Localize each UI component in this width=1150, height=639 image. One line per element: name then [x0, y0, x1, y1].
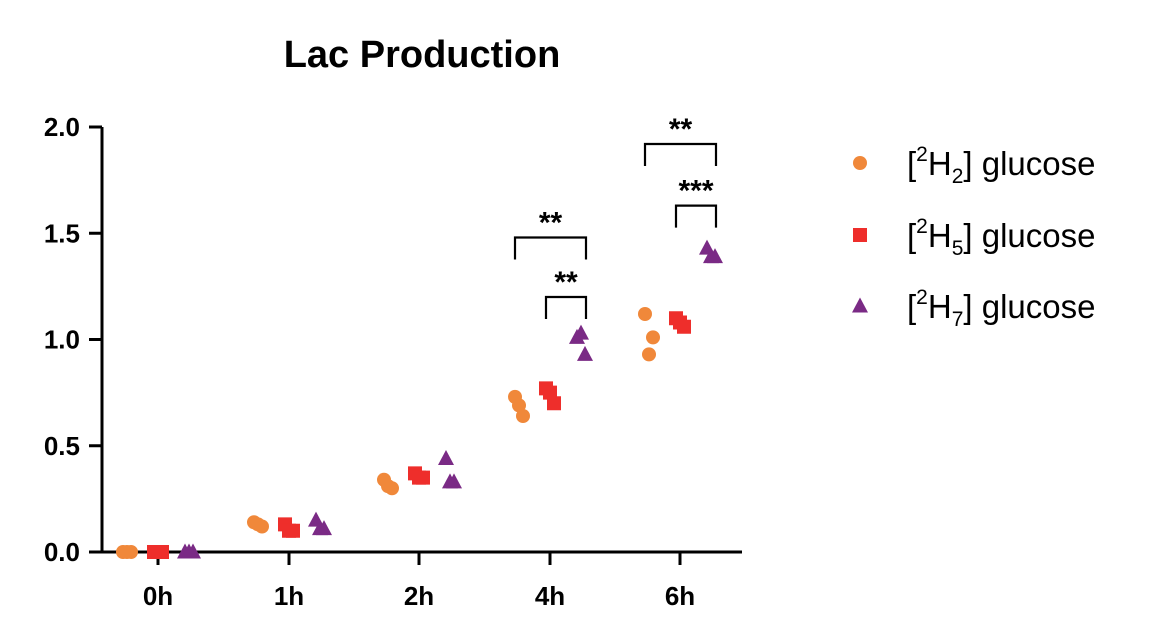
data-point	[516, 409, 530, 423]
legend-label-part: H	[928, 288, 952, 325]
data-point	[703, 248, 719, 264]
data-point	[577, 345, 593, 361]
legend-label-subscript: 2	[952, 165, 964, 188]
data-point	[312, 520, 328, 536]
legend-label-part: H	[928, 217, 952, 254]
x-tick-label: 6h	[665, 581, 695, 611]
significance-label: **	[554, 266, 578, 299]
legend-label-part: [	[907, 145, 916, 182]
data-point	[120, 545, 134, 559]
significance-bracket	[544, 295, 588, 319]
legend-label-subscript: 7	[952, 308, 964, 331]
significance-label: ***	[678, 175, 713, 208]
legend-label-superscript: 2	[916, 215, 928, 238]
legend-label-superscript: 2	[916, 286, 928, 309]
data-point	[673, 315, 687, 330]
y-tick-label: 0.0	[44, 537, 80, 567]
data-point	[438, 450, 454, 465]
legend-marker	[852, 297, 868, 313]
y-tick-label: 1.5	[44, 218, 80, 248]
significance-brackets: *********	[513, 113, 718, 319]
significance-bracket	[643, 142, 718, 166]
legend-label-part: [	[907, 288, 916, 325]
x-tick-label: 4h	[535, 581, 565, 611]
y-tick-label: 0.5	[44, 431, 80, 461]
data-point	[181, 543, 197, 559]
legend-label: [2H2] glucose	[907, 143, 1095, 188]
data-point	[442, 473, 458, 489]
data-point	[573, 324, 589, 340]
data-points	[116, 239, 723, 559]
data-point	[638, 307, 652, 321]
legend-label-part: ] glucose	[963, 145, 1095, 182]
data-point	[381, 479, 395, 494]
legend-label-part: ] glucose	[963, 217, 1095, 254]
significance-label: **	[539, 207, 563, 240]
chart-title: Lac Production	[284, 34, 561, 76]
data-point	[547, 396, 561, 411]
legend-label-part: ] glucose	[963, 288, 1095, 325]
x-tick-label: 0h	[143, 581, 173, 611]
x-tick-label: 2h	[404, 581, 434, 611]
axes: 0.0 0.5 1.0 1.5 2.0 0h 1h 2h 4h 6h	[44, 112, 742, 611]
significance-label: **	[669, 113, 693, 146]
legend-label-part: H	[928, 145, 952, 182]
data-point	[151, 545, 165, 559]
significance-bracket	[513, 236, 588, 260]
data-point	[282, 523, 296, 538]
legend-label: [2H7] glucose	[907, 286, 1095, 331]
legend: [2H2] glucose[2H5] glucose[2H7] glucose	[852, 143, 1095, 331]
data-point	[512, 398, 526, 413]
significance-bracket	[674, 204, 718, 228]
data-point	[251, 517, 265, 532]
data-point	[646, 330, 660, 345]
legend-label-part: [	[907, 217, 916, 254]
data-point	[543, 385, 557, 400]
y-tick-label: 1.0	[44, 325, 80, 355]
legend-label-subscript: 5	[952, 237, 964, 260]
data-point	[412, 470, 426, 485]
legend-label-superscript: 2	[916, 143, 928, 166]
legend-marker	[853, 156, 867, 170]
legend-marker	[853, 228, 867, 242]
legend-label: [2H5] glucose	[907, 215, 1095, 260]
data-point	[642, 347, 656, 362]
y-tick-label: 2.0	[44, 112, 80, 142]
x-tick-label: 1h	[274, 581, 304, 611]
